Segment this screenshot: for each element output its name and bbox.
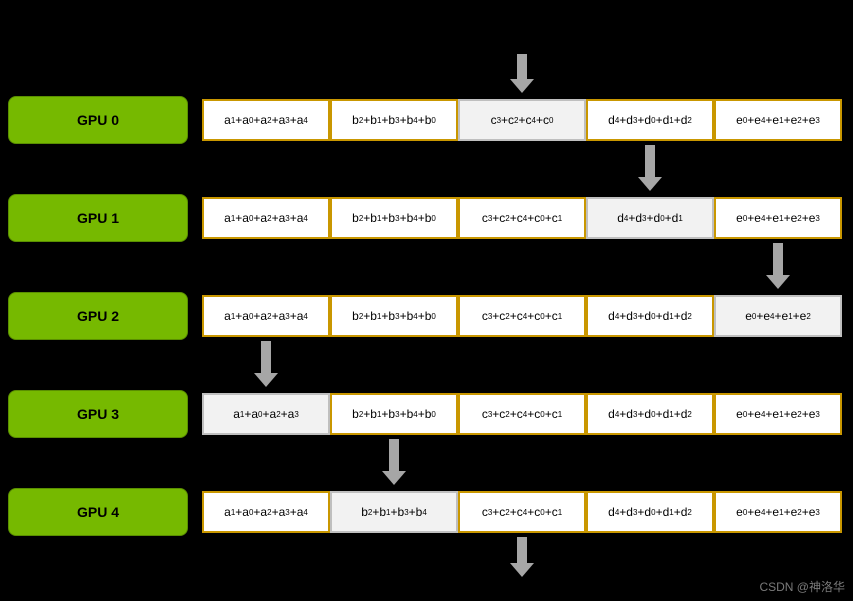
data-cell: e0+e4+e1+e2+e3	[714, 491, 842, 533]
arrow-down-icon	[254, 373, 278, 387]
arrow-down-icon	[766, 275, 790, 289]
cells-row: a1+a0+a2+a3+a4b2+b1+b3+b4+b0c3+c2+c4+c0+…	[202, 295, 842, 337]
data-cell: b2+b1+b3+b4+b0	[330, 99, 458, 141]
cells-row: a1+a0+a2+a3+a4b2+b1+b3+b4+b0c3+c2+c4+c0d…	[202, 99, 842, 141]
data-cell: e0+e4+e1+e2+e3	[714, 393, 842, 435]
data-cell: b2+b1+b3+b4+b0	[330, 197, 458, 239]
data-cell: a1+a0+a2+a3+a4	[202, 197, 330, 239]
data-cell: b2+b1+b3+b4+b0	[330, 393, 458, 435]
data-cell: d4+d3+d0+d1+d2	[586, 99, 714, 141]
data-cell: a1+a0+a2+a3	[202, 393, 330, 435]
gpu-label: GPU 2	[8, 292, 188, 340]
cells-row: a1+a0+a2+a3+a4b2+b1+b3+b4+b0c3+c2+c4+c0+…	[202, 197, 842, 239]
data-cell: a1+a0+a2+a3+a4	[202, 99, 330, 141]
cells-row: a1+a0+a2+a3+a4b2+b1+b3+b4c3+c2+c4+c0+c1d…	[202, 491, 842, 533]
data-cell: e0+e4+e1+e2	[714, 295, 842, 337]
arrow-down-icon	[638, 177, 662, 191]
gpu-label: GPU 4	[8, 488, 188, 536]
data-cell: c3+c2+c4+c0	[458, 99, 586, 141]
arrow-shaft	[645, 145, 655, 177]
data-cell: c3+c2+c4+c0+c1	[458, 197, 586, 239]
arrow-shaft	[389, 439, 399, 471]
data-cell: e0+e4+e1+e2+e3	[714, 99, 842, 141]
data-cell: c3+c2+c4+c0+c1	[458, 491, 586, 533]
arrow-shaft	[261, 341, 271, 373]
data-cell: c3+c2+c4+c0+c1	[458, 393, 586, 435]
arrow-down-icon	[382, 471, 406, 485]
data-cell: e0+e4+e1+e2+e3	[714, 197, 842, 239]
data-cell: c3+c2+c4+c0+c1	[458, 295, 586, 337]
data-cell: b2+b1+b3+b4	[330, 491, 458, 533]
arrow-shaft	[517, 537, 527, 563]
gpu-label: GPU 3	[8, 390, 188, 438]
arrow-down-icon	[510, 563, 534, 577]
data-cell: d4+d3+d0+d1	[586, 197, 714, 239]
gpu-label: GPU 1	[8, 194, 188, 242]
data-cell: a1+a0+a2+a3+a4	[202, 295, 330, 337]
data-cell: b2+b1+b3+b4+b0	[330, 295, 458, 337]
watermark: CSDN @神洛华	[759, 578, 845, 595]
gpu-label: GPU 0	[8, 96, 188, 144]
cells-row: a1+a0+a2+a3b2+b1+b3+b4+b0c3+c2+c4+c0+c1d…	[202, 393, 842, 435]
arrow-shaft	[517, 54, 527, 79]
data-cell: d4+d3+d0+d1+d2	[586, 491, 714, 533]
arrow-down-icon	[510, 79, 534, 93]
data-cell: a1+a0+a2+a3+a4	[202, 491, 330, 533]
data-cell: d4+d3+d0+d1+d2	[586, 295, 714, 337]
data-cell: d4+d3+d0+d1+d2	[586, 393, 714, 435]
arrow-shaft	[773, 243, 783, 275]
diagram-container: GPU 0a1+a0+a2+a3+a4b2+b1+b3+b4+b0c3+c2+c…	[0, 0, 853, 601]
